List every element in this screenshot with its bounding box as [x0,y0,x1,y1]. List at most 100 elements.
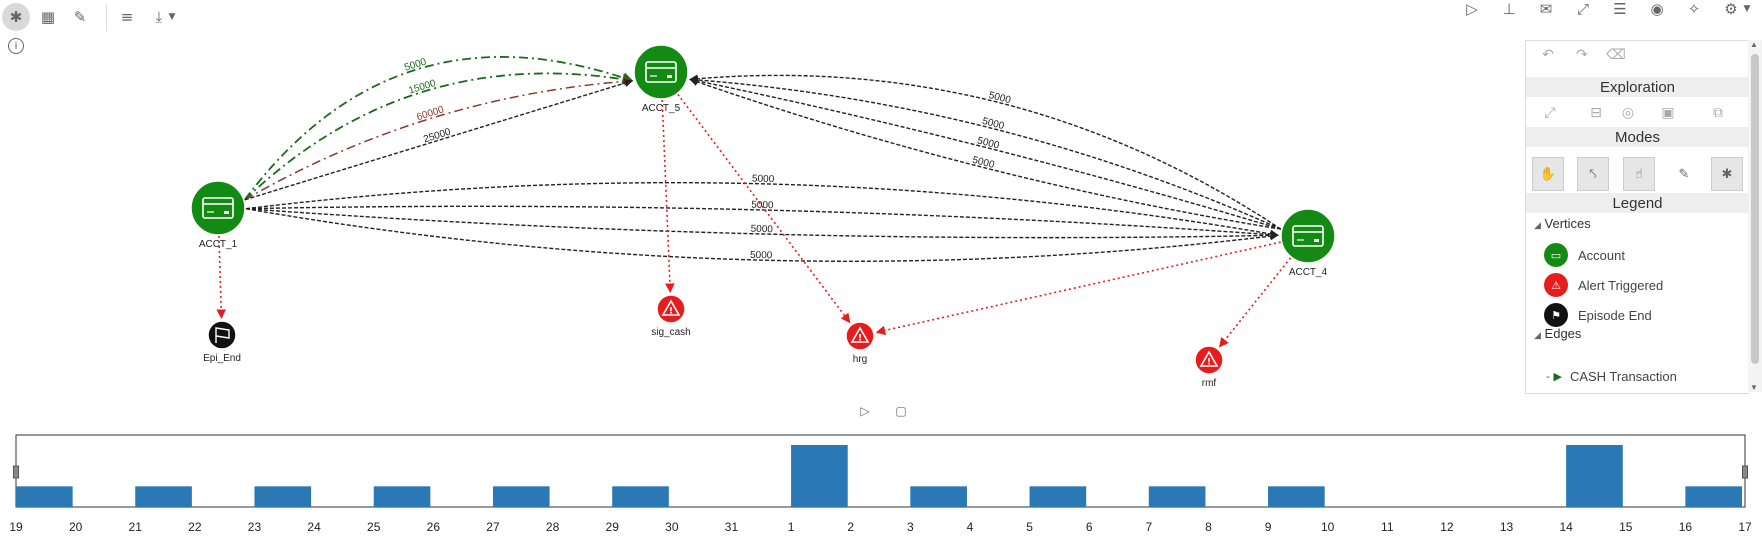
vertex-alert[interactable]: ! hrg [845,321,875,365]
panel-scrollbar[interactable]: ▲ ▼ [1748,40,1762,392]
undo-icon[interactable]: ↶ [1542,47,1554,63]
timeline-bar[interactable] [135,486,192,507]
edge-label: 5000 [751,200,774,212]
graph-edge[interactable] [245,181,1279,239]
timeline-tick-label: 23 [248,520,262,534]
focus-icon[interactable]: ◎ [1621,105,1635,121]
select-mode-button[interactable]: ☝ [1623,157,1655,191]
vertex-account[interactable]: ACCT_1 [190,180,246,250]
timeline-chart[interactable]: 19 20 21 22 23 24 25 26 27 28 29 30 31 1 2 3 4 5 6 7 8 9 10 11 1… [0,430,1762,539]
graph-edge[interactable] [244,79,634,201]
legend-vertex-label: Account [1578,247,1625,263]
timeline-tick-label: 14 [1559,520,1573,534]
timeline-bar[interactable] [1148,486,1206,507]
caret-down-icon[interactable]: ▼ [1743,4,1751,14]
checkered-flag-icon [215,327,230,343]
timeline-bar[interactable] [1566,445,1623,507]
legend-vertex-item[interactable]: ⚑ Episode End [1544,303,1652,327]
scrollbar-thumb[interactable] [1751,54,1759,364]
graph-edge[interactable] [689,74,1282,230]
svg-text:!: ! [1207,358,1211,368]
graph-canvas[interactable]: 5000 15000 60000 25000 5000 5000 5000 5000 5000 5… [0,0,1520,400]
timeline-handle-left[interactable] [13,465,19,479]
eraser-icon[interactable]: ⌫ [1606,47,1626,63]
timeline-bar[interactable] [492,486,550,507]
stop-icon[interactable]: ▢ [895,404,907,418]
timeline-bar[interactable] [16,486,73,507]
edge-label: 5000 [750,250,773,262]
graph-edge[interactable] [245,208,1279,262]
vertex-account[interactable]: ACCT_4 [1280,208,1336,278]
graph-edge[interactable] [689,77,1281,230]
vertex-alert[interactable]: ! sig_cash [651,294,691,338]
group-icon[interactable]: ▣ [1661,105,1675,121]
timeline-bar[interactable] [1268,486,1325,507]
timeline-tick-label: 22 [188,520,202,534]
graph-edge[interactable] [875,241,1281,336]
timeline-tick-label: 30 [665,520,679,534]
edge-label: 5000 [988,90,1013,106]
timeline-bar[interactable] [791,445,848,507]
timeline-bar[interactable] [254,486,312,507]
legend-edge-item[interactable]: - ▶ CASH Transaction [1546,369,1677,384]
fit-mode-button[interactable]: ⤣ [1577,157,1609,191]
timeline-tick-label: 31 [725,520,739,534]
collapse-triangle-icon: ◢ [1534,220,1541,230]
settings-sliders-icon[interactable]: ≡ [120,8,134,26]
timeline-bar[interactable] [1685,486,1743,507]
graph-edge[interactable] [689,75,1282,230]
gear-icon[interactable]: ⚙ [1724,0,1738,18]
edges-section[interactable]: ◢ Edges [1534,326,1582,341]
timeline-bar[interactable] [910,486,967,507]
graph-edge[interactable] [661,99,675,293]
graph-view-icon[interactable]: ✱ [2,3,30,31]
download-icon[interactable]: ⤓ [155,8,163,26]
legend-vertex-item[interactable]: ▭ Account [1544,243,1625,267]
expand-icon[interactable]: ⤢ [1544,105,1556,121]
exploration-panel: ↶ ↷ ⌫ Exploration ⤢ ⊟ ◎ ▣ ⧉ Modes ✋ ⤣ ☝ … [1525,40,1749,394]
graph-edge[interactable] [216,235,226,319]
edit-mode-button[interactable]: ✎ [1668,157,1700,191]
caret-down-icon[interactable]: ▼ [168,12,176,22]
graph-edge[interactable] [1218,257,1292,348]
info-icon[interactable]: i [8,38,24,54]
warning-icon [1199,350,1219,367]
graph-edge[interactable] [689,76,1282,230]
exploration-header: Exploration [1526,77,1749,97]
vertex-account[interactable]: ACCT_5 [633,44,689,114]
scroll-down-icon[interactable]: ▼ [1750,383,1758,392]
vertex-alert[interactable]: ! rmf [1194,345,1224,389]
network-mode-button[interactable]: ✱ [1711,157,1743,191]
timeline-bar[interactable] [373,486,431,507]
graph-edge[interactable] [677,93,851,324]
merge-icon[interactable]: ⧉ [1713,105,1723,121]
vertex-episode[interactable]: Epi_End [203,320,241,364]
svg-text:!: ! [669,307,673,317]
query-icon[interactable]: ✎ [73,8,87,26]
timeline-tick-label: 8 [1205,520,1212,534]
timeline-handle-right[interactable] [1742,465,1748,479]
legend-vertex-item[interactable]: ⚠ Alert Triggered [1544,273,1663,297]
redo-icon[interactable]: ↷ [1576,47,1588,63]
timeline-bar[interactable] [1029,486,1087,507]
eye-icon[interactable]: ◉ [1650,0,1664,18]
collapse-icon[interactable]: ⊟ [1590,105,1602,121]
graph-edge[interactable] [245,208,1279,240]
vertices-section[interactable]: ◢ Vertices [1534,216,1591,231]
table-view-icon[interactable]: ▦ [40,8,56,26]
timeline-bar[interactable] [612,486,669,507]
graph-edge[interactable] [244,72,634,201]
fullscreen-icon[interactable]: ⤢ [1576,0,1589,18]
graph-edge[interactable] [244,56,634,201]
comments-icon[interactable]: ✉ [1539,0,1553,18]
pan-mode-button[interactable]: ✋ [1532,157,1564,191]
scroll-up-icon[interactable]: ▲ [1750,40,1758,49]
run-icon[interactable]: ▷ [1466,0,1478,18]
graph-edge[interactable] [245,205,1279,239]
play-icon[interactable]: ▷ [860,404,870,418]
list-icon[interactable]: ☰ [1613,0,1627,18]
graph-edge[interactable] [244,76,634,201]
magic-wand-icon[interactable]: ✧ [1687,0,1701,18]
collapse-triangle-icon: ◢ [1534,330,1541,340]
hierarchy-icon[interactable]: ⊥ [1502,0,1516,18]
